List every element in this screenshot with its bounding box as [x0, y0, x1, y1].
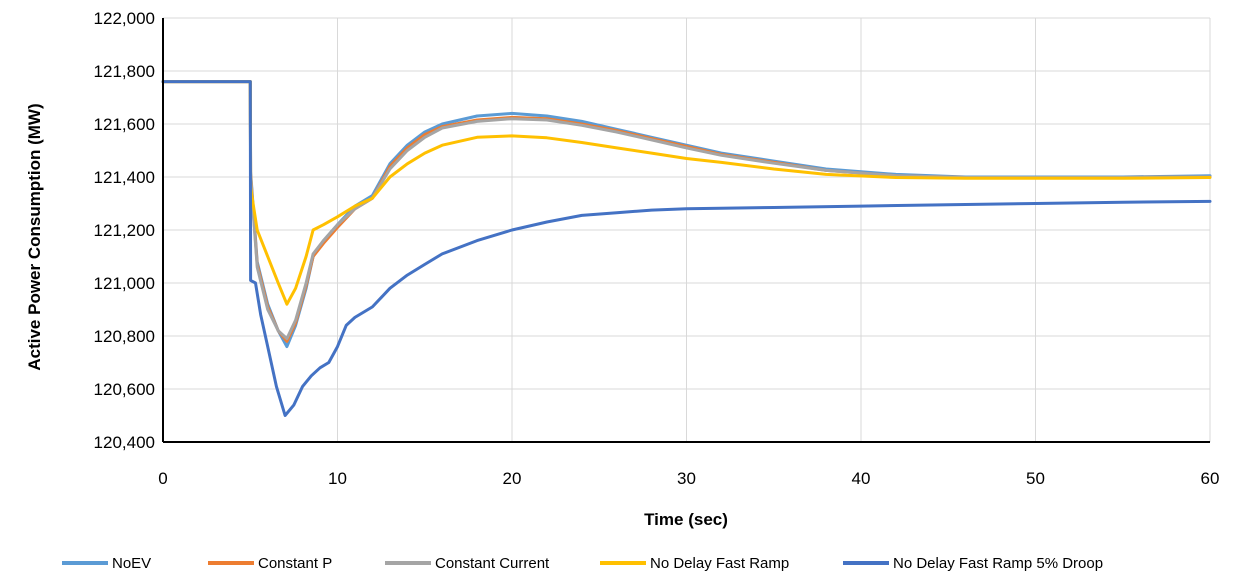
x-tick-label: 30	[677, 469, 696, 488]
legend-label: Constant P	[258, 555, 332, 572]
legend-label: No Delay Fast Ramp 5% Droop	[893, 555, 1103, 572]
y-tick-label: 120,800	[94, 327, 155, 346]
legend-label: Constant Current	[435, 555, 550, 572]
legend: NoEV Constant P Constant Current No Delay F…	[62, 555, 1103, 572]
y-tick-label: 121,600	[94, 115, 155, 134]
y-tick-label: 121,400	[94, 168, 155, 187]
x-tick-label: 10	[328, 469, 347, 488]
y-tick-label: 121,800	[94, 62, 155, 81]
y-tick-label: 121,200	[94, 221, 155, 240]
series-line	[161, 80, 1212, 306]
series-line	[161, 80, 1212, 417]
x-tick-label: 60	[1201, 469, 1220, 488]
x-axis-title: Time (sec)	[644, 510, 728, 529]
axes	[162, 18, 1210, 443]
x-tick-label: 50	[1026, 469, 1045, 488]
gridlines	[163, 17, 1211, 443]
y-tick-label: 122,000	[94, 9, 155, 28]
legend-label: No Delay Fast Ramp	[650, 555, 789, 572]
y-tick-label: 120,400	[94, 433, 155, 452]
x-tick-label: 40	[852, 469, 871, 488]
y-tick-label: 120,600	[94, 380, 155, 399]
series-lines	[161, 80, 1212, 417]
y-axis-title: Active Power Consumption (MW)	[25, 103, 44, 370]
x-tick-label: 20	[503, 469, 522, 488]
x-tick-label: 0	[158, 469, 167, 488]
tick-labels: 120,400 120,600 120,800 121,000 121,200 121,4…	[94, 9, 1220, 488]
y-tick-label: 121,000	[94, 274, 155, 293]
series-line	[161, 80, 1212, 341]
legend-label: NoEV	[112, 555, 151, 572]
